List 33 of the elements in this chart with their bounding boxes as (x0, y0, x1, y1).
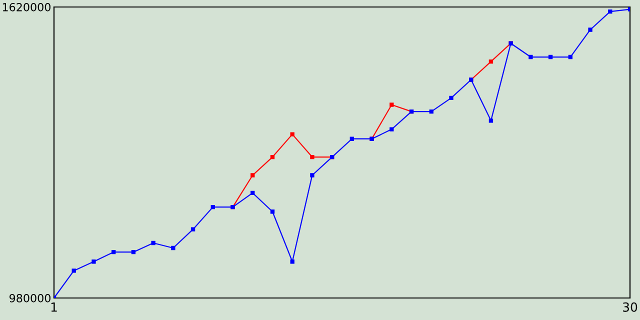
point (131, 250, 136, 254)
y-tick-label: 1620000 (2, 2, 50, 12)
point (210, 204, 215, 210)
point (310, 173, 314, 178)
point (290, 132, 294, 136)
point (588, 28, 592, 32)
point (528, 54, 533, 60)
point (488, 118, 494, 123)
point (310, 154, 314, 160)
x-tick-label: 1 (51, 302, 57, 312)
point (190, 227, 196, 232)
point (350, 136, 354, 141)
line-series (54, 7, 630, 298)
point (270, 154, 275, 160)
x-tick-label: 30 (623, 302, 638, 312)
point (449, 96, 454, 100)
point (608, 9, 612, 14)
y-tick-label: 980000 (10, 294, 50, 302)
point (92, 260, 96, 264)
point (390, 102, 394, 107)
point (270, 210, 275, 214)
point (568, 54, 572, 60)
point (151, 240, 156, 246)
point (488, 59, 494, 64)
point (429, 109, 434, 114)
point (250, 190, 255, 196)
point (548, 54, 553, 60)
point (171, 246, 176, 250)
point (390, 127, 394, 132)
point (72, 268, 76, 273)
point (112, 250, 116, 254)
point (290, 260, 294, 264)
point (250, 173, 255, 178)
